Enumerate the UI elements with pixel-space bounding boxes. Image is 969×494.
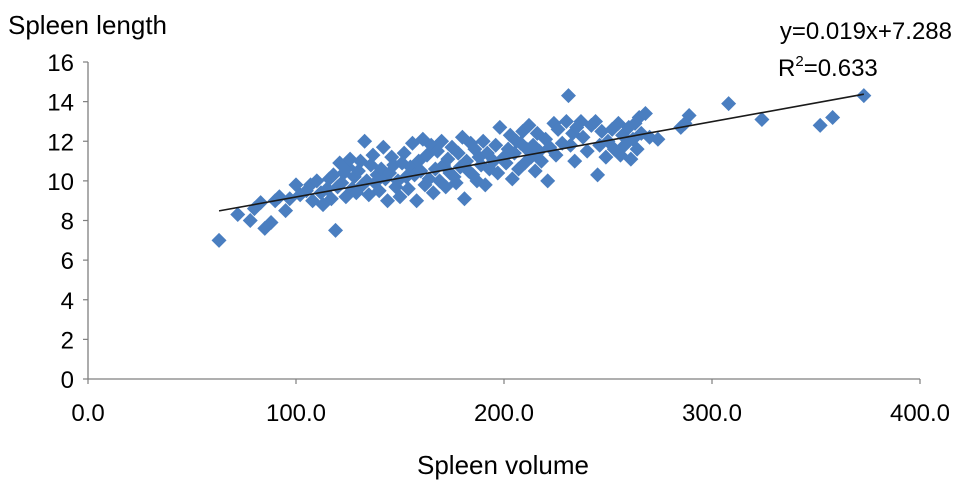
data-point (563, 137, 579, 153)
data-point (540, 173, 556, 189)
y-tick-label: 14 (47, 90, 74, 117)
data-point (409, 193, 425, 209)
x-axis-title: Spleen volume (417, 450, 589, 480)
y-tick-label: 10 (47, 169, 74, 196)
data-point (230, 207, 246, 223)
data-point (211, 232, 227, 248)
data-point (400, 181, 416, 197)
data-point (527, 163, 543, 179)
trendline (218, 93, 864, 212)
data-point (371, 183, 387, 199)
data-point (440, 151, 456, 167)
data-point (434, 133, 450, 149)
y-tick-label: 0 (61, 367, 74, 394)
data-point (278, 203, 294, 219)
x-tick-label: 100.0 (266, 400, 326, 427)
data-point (323, 191, 339, 207)
data-point (650, 131, 666, 147)
data-point (588, 113, 604, 129)
data-point (450, 145, 466, 161)
data-point (598, 149, 614, 165)
data-point (475, 133, 491, 149)
y-tick-label: 2 (61, 327, 74, 354)
r-squared-prefix: R (778, 55, 795, 82)
r-squared-superscript: 2 (795, 53, 803, 70)
data-point (558, 113, 574, 129)
data-point (334, 175, 350, 191)
data-point (421, 171, 437, 187)
trendline-equation: y=0.019x+7.288 (780, 18, 952, 45)
data-point (825, 109, 841, 125)
data-point (350, 163, 366, 179)
y-tick-label: 16 (47, 50, 74, 77)
x-tick-label: 200.0 (474, 400, 534, 427)
data-point (504, 171, 520, 187)
data-point (575, 129, 591, 145)
y-tick-label: 12 (47, 129, 74, 156)
axes (83, 61, 921, 384)
data-point (590, 167, 606, 183)
data-point (342, 151, 358, 167)
data-point (375, 139, 391, 155)
data-point (594, 123, 610, 139)
data-point (380, 193, 396, 209)
x-tick-label: 300.0 (682, 400, 742, 427)
data-point (521, 117, 537, 133)
data-point (325, 167, 341, 183)
data-point (392, 189, 408, 205)
data-point (490, 165, 506, 181)
data-point (721, 96, 737, 112)
data-point (629, 141, 645, 157)
r-squared-value: =0.633 (804, 55, 878, 82)
data-point (242, 213, 258, 228)
data-point (357, 133, 373, 149)
y-axis-title: Spleen length (8, 10, 167, 40)
y-tick-label: 4 (61, 288, 74, 315)
data-point (579, 143, 595, 159)
y-tick-label: 6 (61, 248, 74, 275)
y-tick-label: 8 (61, 209, 74, 236)
data-point (365, 147, 381, 163)
data-point (550, 121, 566, 137)
data-point (488, 137, 504, 153)
data-point (309, 173, 325, 189)
x-tick-labels: 0.0 100.0 200.0 300.0 400.0 (71, 400, 950, 427)
data-point (637, 106, 653, 122)
data-point (681, 107, 697, 123)
data-point (754, 111, 770, 127)
data-point (560, 88, 576, 104)
data-points (211, 88, 872, 248)
data-point (623, 151, 639, 167)
data-point (477, 177, 493, 193)
y-tick-labels: 0 2 4 6 8 10 12 14 16 (47, 50, 74, 394)
data-point (856, 88, 872, 104)
data-point (812, 117, 828, 133)
data-point (425, 185, 441, 201)
data-point (328, 222, 344, 238)
x-tick-label: 400.0 (890, 400, 950, 427)
r-squared-label: R2=0.633 (778, 53, 878, 82)
x-tick-label: 0.0 (71, 400, 104, 427)
data-point (492, 119, 508, 135)
data-point (263, 214, 279, 230)
trendline-group (218, 93, 864, 212)
data-point (456, 191, 472, 207)
data-point (533, 153, 549, 169)
data-point (567, 153, 583, 169)
data-point (448, 175, 464, 191)
data-point (396, 145, 412, 161)
